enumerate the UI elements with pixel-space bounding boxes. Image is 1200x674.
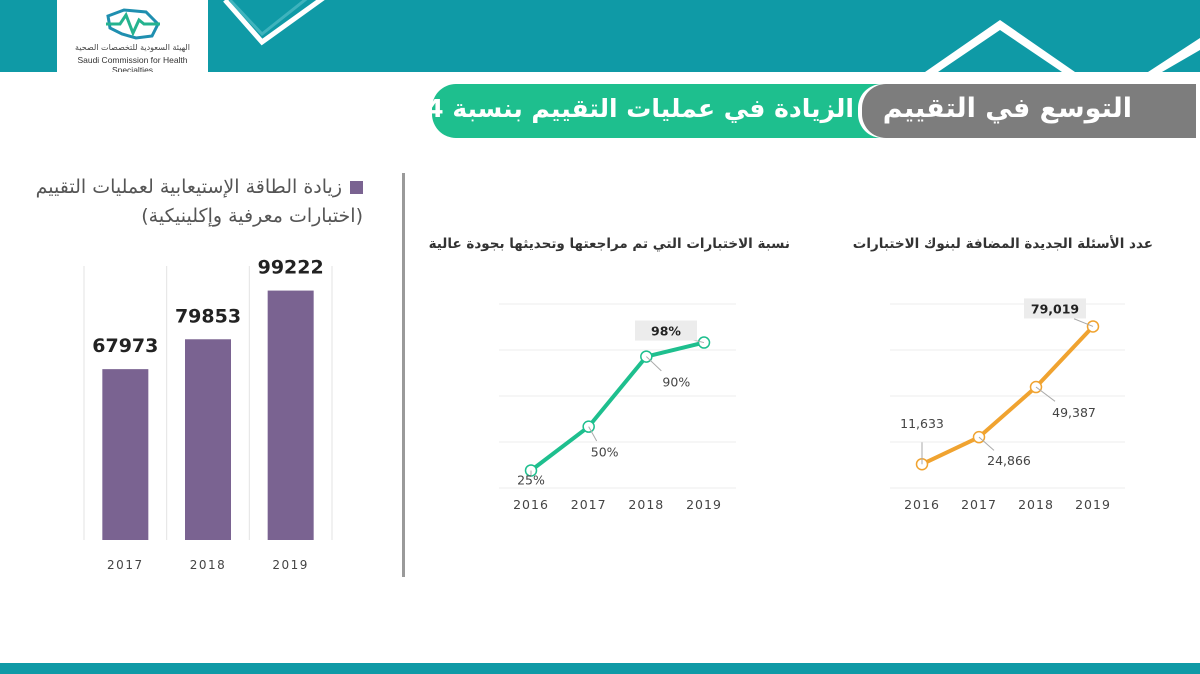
data-label: 99222 bbox=[258, 257, 324, 279]
x-tick-label: 2017 bbox=[107, 558, 144, 572]
bar-chart-subtitle: (اختبارات معرفية وإكلينيكية) bbox=[141, 205, 363, 227]
leader-line bbox=[588, 426, 598, 442]
data-label: 79853 bbox=[175, 305, 241, 327]
data-label: 79,019 bbox=[1031, 301, 1079, 316]
data-point bbox=[640, 350, 653, 363]
footer-band bbox=[0, 663, 1200, 674]
data-label: 67973 bbox=[92, 335, 158, 357]
data-label: 98% bbox=[651, 324, 681, 339]
data-point bbox=[1029, 380, 1043, 394]
legend-swatch bbox=[350, 181, 363, 194]
x-tick-label: 2016 bbox=[513, 497, 549, 512]
bar bbox=[185, 339, 231, 540]
data-point bbox=[697, 336, 711, 349]
data-label: 90% bbox=[662, 375, 690, 390]
data-point bbox=[972, 430, 986, 444]
leader-line bbox=[1073, 318, 1094, 327]
header-band: الهيئة السعودية للتخصصات الصحية Saudi Co… bbox=[0, 0, 1200, 72]
leader-line bbox=[645, 356, 662, 372]
logo-english-text: Saudi Commission for Health Specialties bbox=[77, 55, 188, 72]
data-label-bg bbox=[635, 320, 697, 341]
data-point bbox=[524, 464, 538, 477]
x-tick-label: 2019 bbox=[272, 558, 309, 572]
x-tick-label: 2017 bbox=[961, 497, 997, 512]
x-tick-label: 2016 bbox=[904, 497, 940, 512]
bar bbox=[102, 369, 149, 540]
headline-banner: الزيادة في عمليات التقييم بنسبة 24% bbox=[384, 84, 902, 138]
data-label: 11,633 bbox=[900, 416, 944, 431]
bar-chart-title: زيادة الطاقة الإستيعابية لعمليات التقييم… bbox=[23, 173, 363, 231]
vertical-divider bbox=[402, 173, 405, 577]
data-point bbox=[582, 420, 595, 433]
data-label: 24,866 bbox=[987, 453, 1031, 468]
logo: الهيئة السعودية للتخصصات الصحية Saudi Co… bbox=[57, 0, 208, 72]
bar-chart: 67973 2017 79853 2018 99222 2019 bbox=[83, 250, 333, 572]
headline-text: الزيادة في عمليات التقييم بنسبة 24% bbox=[383, 94, 854, 123]
section-title: التوسع في التقييم bbox=[882, 93, 1132, 124]
series-line bbox=[921, 325, 1095, 467]
data-label: 25% bbox=[517, 472, 545, 487]
x-tick-label: 2018 bbox=[190, 558, 227, 572]
questions-chart-title: عدد الأسئلة الجديدة المضافة لبنوك الاختب… bbox=[852, 236, 1153, 252]
logo-arabic-text: الهيئة السعودية للتخصصات الصحية bbox=[75, 43, 190, 52]
decorative-chevrons bbox=[223, 0, 1200, 72]
x-tick-label: 2018 bbox=[628, 497, 664, 512]
x-tick-label: 2019 bbox=[1075, 497, 1111, 512]
data-label-bg bbox=[257, 250, 324, 281]
quality-chart-title: نسبة الاختبارات التي تم مراجعتها وتحديثه… bbox=[428, 236, 790, 252]
bar-chart-title-text: زيادة الطاقة الإستيعابية لعمليات التقييم bbox=[35, 176, 342, 198]
data-label-bg bbox=[92, 329, 159, 360]
data-point bbox=[915, 457, 929, 471]
x-tick-label: 2017 bbox=[571, 497, 607, 512]
leader-line bbox=[1035, 386, 1056, 402]
data-point bbox=[1086, 320, 1100, 333]
logo-icon bbox=[106, 8, 160, 40]
bar bbox=[267, 290, 314, 540]
x-tick-label: 2018 bbox=[1018, 497, 1054, 512]
data-label: 50% bbox=[591, 445, 619, 460]
series-line bbox=[529, 340, 705, 473]
data-label-bg bbox=[175, 299, 241, 330]
leader-line bbox=[978, 436, 995, 451]
x-tick-label: 2019 bbox=[686, 497, 722, 512]
data-label: 49,387 bbox=[1052, 405, 1096, 420]
section-title-banner: التوسع في التقييم bbox=[862, 84, 1196, 138]
data-label-bg bbox=[1024, 298, 1086, 319]
leader-line bbox=[684, 337, 705, 344]
